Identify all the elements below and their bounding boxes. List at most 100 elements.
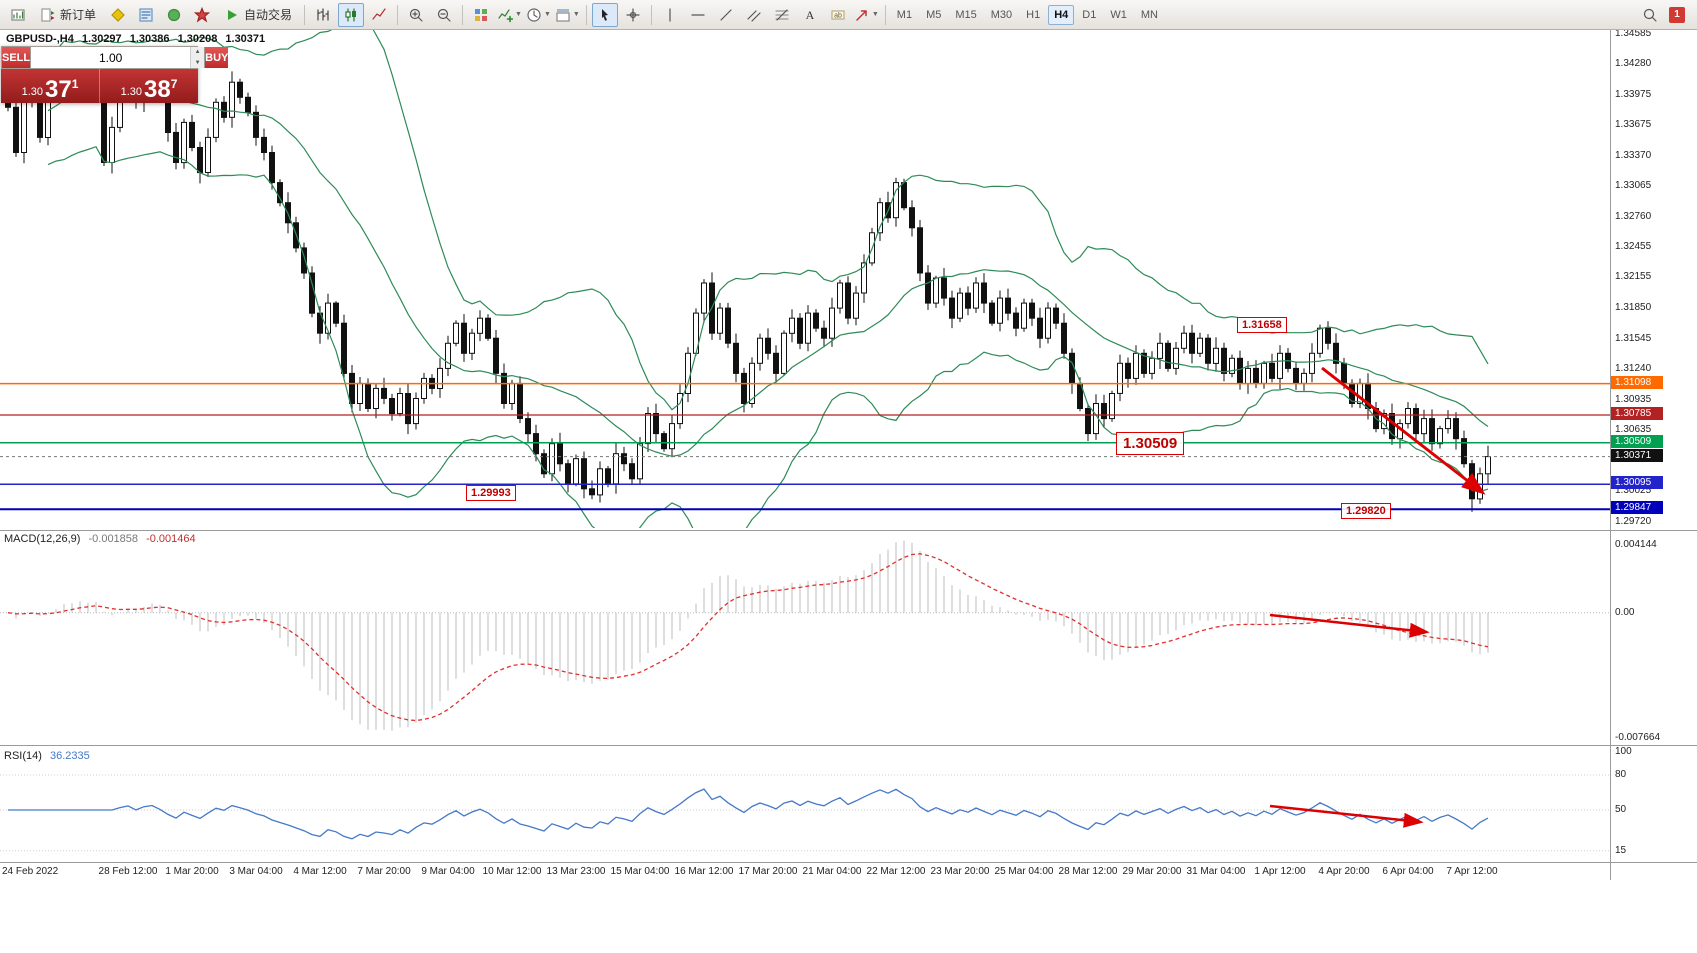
auto-trading-button[interactable]: 自动交易 — [217, 3, 299, 27]
trend-arrow[interactable] — [1321, 366, 1486, 495]
cursor-icon — [601, 8, 608, 21]
rsi-arrow[interactable] — [1269, 804, 1424, 828]
y-axis-tick: 1.33975 — [1615, 89, 1652, 100]
templates-icon[interactable]: ▼ — [554, 3, 581, 27]
fibonacci-icon[interactable] — [769, 3, 795, 27]
trade-price-row: 1.30 37 1 1.30 38 7 — [1, 69, 198, 103]
rsi-indicator-label: RSI(14) 36.2335 — [4, 750, 95, 762]
price-annotation-1.30509[interactable]: 1.30509 — [1116, 432, 1185, 455]
horizontal-line-icon[interactable] — [685, 3, 711, 27]
trendline-icon[interactable] — [713, 3, 739, 27]
y-axis-tick: 1.32455 — [1615, 241, 1652, 252]
tile-windows-icon[interactable] — [468, 3, 494, 27]
toolbar-separator — [884, 4, 886, 25]
timeframe-w1[interactable]: W1 — [1110, 8, 1127, 21]
text-icon[interactable]: A — [797, 3, 823, 27]
axis-price-tag-1.30095: 1.30095 — [1611, 476, 1663, 489]
volume-input[interactable] — [31, 47, 191, 68]
new-chart-icon[interactable] — [5, 3, 31, 27]
x-axis-label: 17 Mar 20:00 — [738, 866, 798, 877]
market-watch-icon[interactable] — [133, 3, 159, 27]
periods-icon — [527, 7, 541, 22]
chevron-down-icon: ▼ — [871, 11, 879, 18]
macd-histogram — [0, 540, 1610, 731]
x-axis-label: 16 Mar 12:00 — [674, 866, 734, 877]
timeframe-m5[interactable]: M5 — [926, 8, 942, 21]
text-label-icon: ab — [831, 9, 845, 20]
macd-arrow[interactable] — [1269, 613, 1430, 638]
arrows-icon[interactable]: ▼ — [853, 3, 880, 27]
fibonacci-icon — [775, 8, 789, 21]
price-annotation-1.29993[interactable]: 1.29993 — [466, 485, 516, 501]
x-axis-label: 28 Feb 12:00 — [98, 866, 158, 877]
indicators-icon — [498, 8, 514, 22]
buy-button[interactable]: BUY — [205, 47, 229, 68]
metaeditor-icon — [111, 7, 125, 22]
macd-main-value: -0.001858 — [88, 533, 139, 545]
text-label-icon[interactable]: ab — [825, 3, 851, 27]
y-axis-tick: 1.33370 — [1615, 150, 1652, 161]
chart-ohlc-title: GBPUSD-,H4 1.30297 1.30386 1.30208 1.303… — [6, 33, 270, 45]
volume-box: ▲ ▼ — [30, 47, 206, 68]
volume-up-button[interactable]: ▲ — [191, 47, 205, 58]
x-axis-label: 3 Mar 04:00 — [229, 866, 283, 877]
x-axis-label: 9 Mar 04:00 — [421, 866, 475, 877]
line-chart-icon[interactable] — [366, 3, 392, 27]
y-axis-tick: 1.31850 — [1615, 302, 1652, 313]
toolbar-right: 1 — [1636, 3, 1693, 27]
high-value: 1.30386 — [129, 33, 170, 45]
data-window-icon[interactable] — [161, 3, 187, 27]
arrows-icon — [856, 9, 867, 21]
crosshair-icon[interactable] — [620, 3, 646, 27]
indicators-icon[interactable]: ▼ — [496, 3, 523, 27]
axis-price-tag-1.30785: 1.30785 — [1611, 407, 1663, 420]
timeframe-h1[interactable]: H1 — [1026, 8, 1041, 21]
metaeditor-icon[interactable] — [105, 3, 131, 27]
candlestick-chart-icon[interactable] — [338, 2, 365, 27]
y-axis-tick: 1.31240 — [1615, 363, 1652, 374]
timeframe-mn[interactable]: MN — [1140, 8, 1158, 21]
alert-badge[interactable]: 1 — [1669, 6, 1685, 23]
bar-chart-icon[interactable] — [310, 3, 336, 27]
volume-down-button[interactable]: ▼ — [191, 57, 205, 68]
timeframe-m1[interactable]: M1 — [896, 8, 913, 21]
price-annotation-1.29820[interactable]: 1.29820 — [1341, 503, 1391, 519]
macd-name: MACD(12,26,9) — [4, 533, 81, 545]
navigator-icon[interactable] — [189, 3, 215, 27]
equidistant-channel-icon[interactable] — [741, 3, 767, 27]
macd-axis-label: 0.004144 — [1615, 539, 1657, 550]
rsi-axis-label: 100 — [1615, 746, 1632, 757]
y-axis-tick: 1.30635 — [1615, 424, 1652, 435]
timeframe-h4[interactable]: H4 — [1048, 4, 1075, 25]
x-axis-label: 4 Mar 12:00 — [293, 866, 347, 877]
one-click-trade-panel: SELL ▲ ▼ BUY 1.30 37 1 1.30 38 7 — [1, 46, 229, 103]
periods-icon[interactable]: ▼ — [525, 3, 552, 27]
y-axis-tick: 1.33065 — [1615, 180, 1652, 191]
sell-button[interactable]: SELL — [2, 47, 31, 68]
macd-axis-label: -0.007664 — [1615, 732, 1661, 743]
search-icon[interactable] — [1637, 3, 1663, 27]
sell-price-sup: 1 — [71, 77, 79, 91]
buy-price-panel[interactable]: 1.30 38 7 — [100, 69, 198, 103]
timeframe-m30[interactable]: M30 — [990, 8, 1013, 21]
vertical-line-icon[interactable] — [657, 3, 683, 27]
sell-price-panel[interactable]: 1.30 37 1 — [1, 69, 100, 103]
timeframe-d1[interactable]: D1 — [1082, 8, 1097, 21]
zoom-out-icon[interactable] — [431, 3, 457, 27]
x-axis-label: 10 Mar 12:00 — [482, 866, 542, 877]
price-annotation-1.31658[interactable]: 1.31658 — [1237, 317, 1287, 333]
x-axis-label: 23 Mar 20:00 — [930, 866, 990, 877]
rsi-name: RSI(14) — [4, 750, 42, 762]
macd-signal-value: -0.001464 — [146, 533, 196, 545]
bar-chart-icon — [317, 7, 329, 21]
zoom-in-icon[interactable] — [403, 3, 429, 27]
toolbar-separator — [650, 4, 652, 25]
cursor-icon[interactable] — [591, 2, 618, 27]
x-axis-label: 13 Mar 23:00 — [546, 866, 606, 877]
market-watch-icon — [139, 7, 153, 22]
timeframe-m15[interactable]: M15 — [955, 8, 977, 21]
text-icon: A — [806, 8, 815, 22]
new-order-button[interactable]: 新订单 — [33, 3, 103, 27]
axis-price-tag-1.29847: 1.29847 — [1611, 501, 1663, 514]
